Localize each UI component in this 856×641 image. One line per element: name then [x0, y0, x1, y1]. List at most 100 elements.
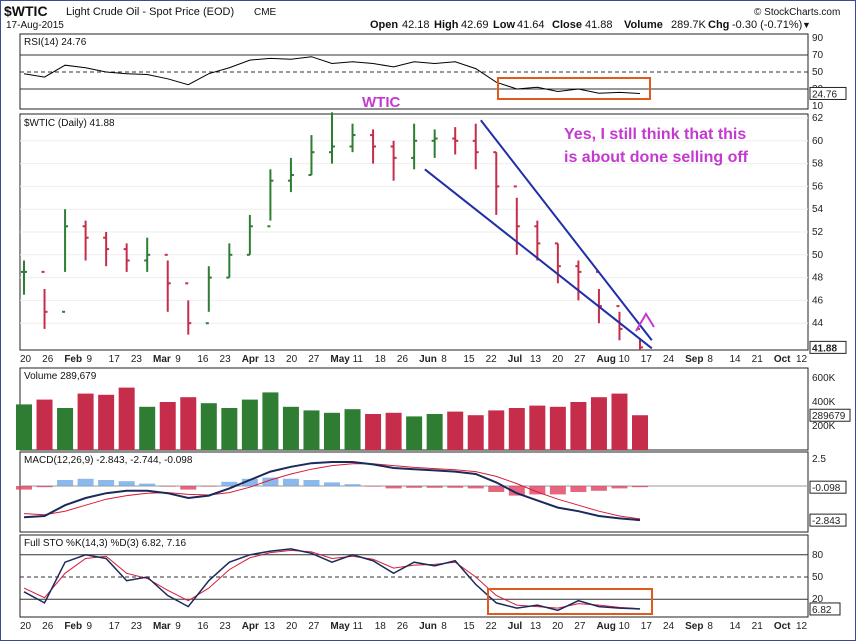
x-axis-label: 13 — [264, 354, 276, 365]
x-axis-label: 11 — [353, 354, 364, 365]
macd-histogram-bar — [508, 486, 525, 496]
volume-tick-label: 200K — [812, 421, 836, 432]
price-tick-label: 52 — [812, 227, 824, 238]
volume-bar — [282, 406, 299, 450]
ohlc-bar — [205, 266, 212, 325]
macd-layer: 2.5 -0.098 -2.843 — [16, 454, 847, 527]
stochastic-panel: Full STO %K(14,3) %D(3) 6.82, 7.16 — [19, 534, 809, 618]
ohlc-bar — [82, 220, 89, 261]
stochastic-value-box — [809, 602, 841, 616]
macd-histogram-bar — [611, 486, 628, 489]
volume-bar — [488, 410, 505, 450]
macd-histogram-bar — [344, 484, 361, 486]
volume-bar — [590, 397, 607, 450]
price-value-label: 41.88 — [812, 343, 837, 354]
x-axis-label: 10 — [619, 621, 631, 632]
x-axis-label: 27 — [308, 354, 320, 365]
x-axis-label: 9 — [175, 354, 181, 365]
macd-histogram-bar — [570, 486, 587, 492]
macd-value-label: -2.843 — [812, 516, 841, 527]
symbol: $WTIC — [4, 3, 48, 19]
price-tick-label: 58 — [812, 159, 824, 170]
x-axis-label: 15 — [463, 621, 475, 632]
macd-tick-label: 2.5 — [812, 454, 826, 465]
rsi-value-label: 24.76 — [812, 89, 837, 100]
price-tick-label: 50 — [812, 250, 824, 261]
x-axis-label: 21 — [752, 354, 764, 365]
x-axis-label: 27 — [574, 354, 586, 365]
macd-signal-line — [23, 463, 641, 520]
macd-histogram-bar — [426, 486, 443, 488]
chart-header: $WTIC Light Crude Oil - Spot Price (EOD)… — [4, 3, 840, 31]
x-axis-label: 14 — [729, 354, 741, 365]
macd-histogram-bar — [282, 478, 299, 486]
volume-bar — [447, 411, 464, 450]
x-axis-label: 14 — [729, 621, 741, 632]
x-axis-label: Sep — [685, 621, 703, 632]
price-value-box — [809, 340, 847, 354]
macd-histogram-bar — [467, 486, 484, 489]
x-axis-label: 10 — [619, 354, 631, 365]
stochastic-title: Full STO %K(14,3) %D(3) 6.82, 7.16 — [24, 538, 187, 549]
x-axis-label: May — [330, 354, 350, 365]
x-axis-label: 9 — [87, 354, 93, 365]
x-axis-label: 26 — [397, 621, 409, 632]
x-axis-label: 24 — [663, 621, 675, 632]
volume-bar — [549, 406, 566, 450]
macd-histogram-value-label: -0.098 — [812, 483, 841, 494]
stochastic-tick-label: 50 — [812, 572, 824, 583]
x-axis-label: 8 — [441, 354, 447, 365]
x-axis-label: 23 — [220, 354, 232, 365]
volume-bar — [365, 414, 382, 450]
macd-histogram-bar — [139, 483, 156, 486]
x-axis-label: 9 — [175, 621, 181, 632]
ohlc-bar — [452, 127, 459, 155]
ohlc-bar — [370, 129, 377, 164]
volume-bar — [324, 412, 340, 450]
x-axis-label: Sep — [685, 354, 703, 365]
macd-line — [23, 461, 641, 522]
ohlc-bar — [493, 151, 500, 215]
x-axis-label: 20 — [286, 354, 298, 365]
low-label: Low — [493, 19, 515, 31]
rsi-tick-label: 90 — [812, 33, 824, 44]
volume-bar — [159, 402, 176, 450]
x-axis-label: 26 — [42, 621, 54, 632]
macd-histogram-bar — [57, 480, 74, 486]
annotations: WTIC Yes, I still think that this is abo… — [362, 77, 749, 615]
x-axis-label: 23 — [220, 621, 232, 632]
volume-bar — [344, 409, 361, 450]
exchange: CME — [254, 7, 277, 18]
macd-histogram-bar — [365, 486, 382, 487]
macd-histogram-bar — [529, 486, 546, 495]
chg-label: Chg — [708, 19, 729, 31]
x-axis-label: 15 — [463, 354, 475, 365]
volume-bar — [611, 393, 628, 450]
x-axis-label: 13 — [264, 621, 276, 632]
x-axis-label: Jul — [508, 621, 523, 632]
rsi-tick-label: 10 — [812, 101, 824, 112]
x-axis-label: 20 — [20, 354, 32, 365]
x-axis-label: Oct — [774, 354, 791, 365]
ohlc-bar — [226, 243, 233, 279]
x-axis-label: 20 — [552, 354, 564, 365]
x-axis-label: 26 — [42, 354, 54, 365]
macd-histogram-bar — [324, 482, 340, 486]
macd-histogram-bar — [200, 486, 217, 487]
ohlc-bar — [513, 185, 520, 255]
ohlc-bar — [103, 232, 110, 267]
ohlc-bar — [575, 260, 582, 301]
volume-title: Volume 289,679 — [24, 371, 97, 382]
close-label: Close — [552, 19, 582, 31]
volume-label: Volume — [624, 19, 663, 31]
volume-bar — [139, 406, 156, 450]
macd-histogram-bar — [118, 481, 135, 486]
ohlc-bar — [349, 123, 356, 153]
comment-line-2: is about done selling off — [564, 149, 749, 166]
macd-value-box — [809, 513, 847, 527]
ohlc-bar — [329, 112, 335, 164]
x-axis-label: 16 — [197, 621, 209, 632]
macd-histogram-bar — [98, 480, 115, 486]
